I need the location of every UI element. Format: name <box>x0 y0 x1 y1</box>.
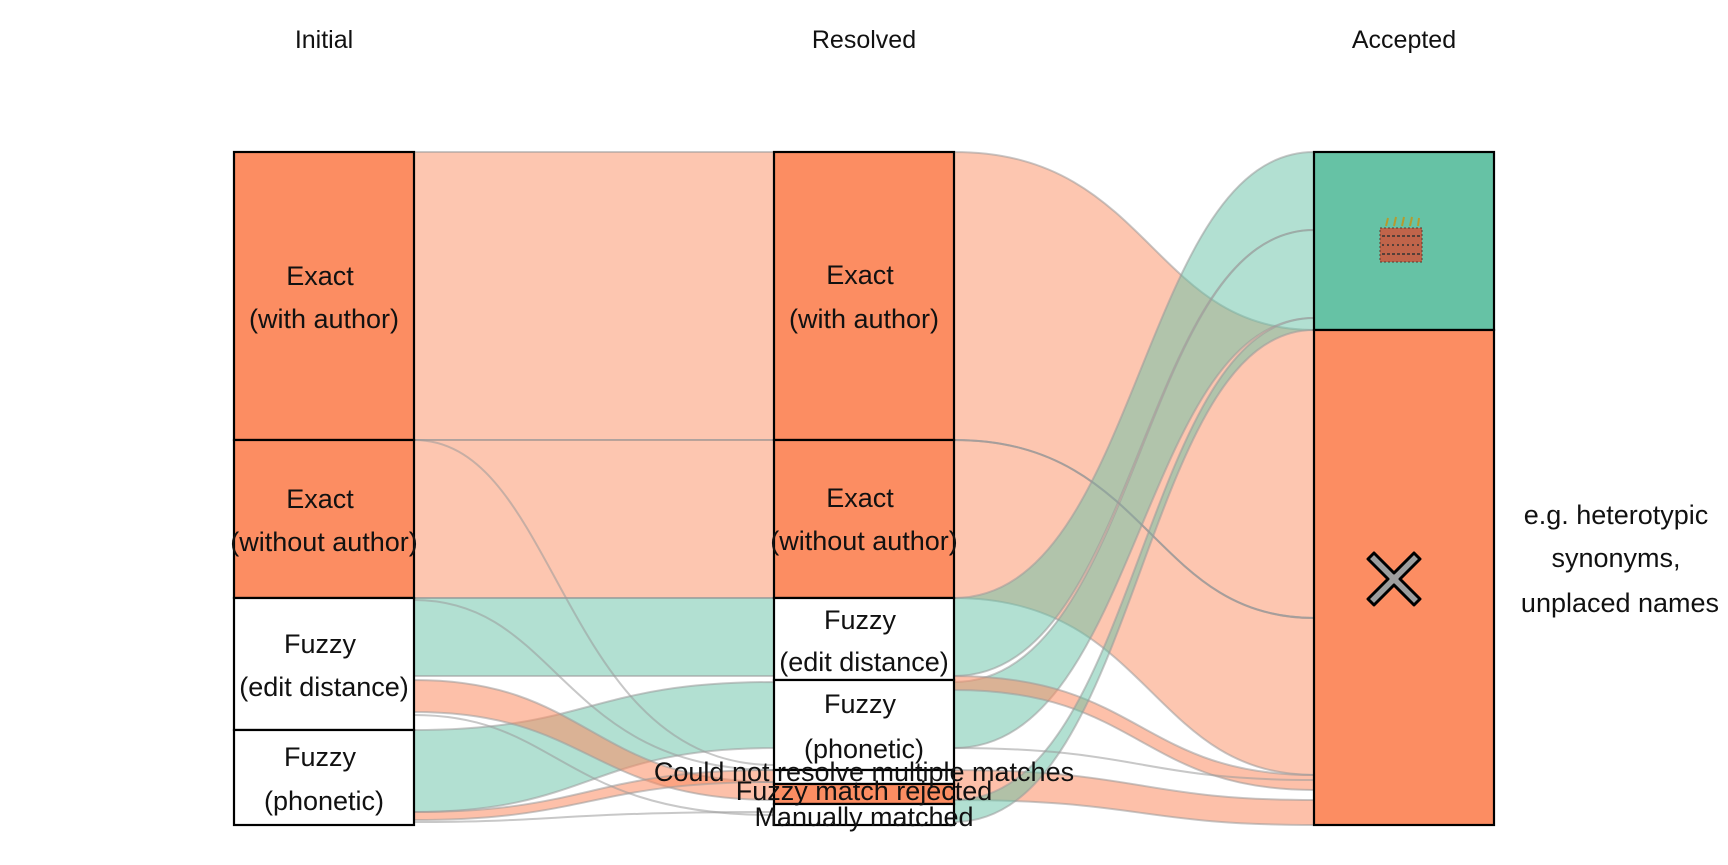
celebration-icon <box>1379 216 1423 263</box>
flow-phonetic-to-manual <box>413 811 775 823</box>
node-label: Exact <box>286 261 354 291</box>
node-accepted-no <box>1312 328 1496 827</box>
node-resolved-manually-matched <box>772 802 956 827</box>
node-initial-fuzzy-edit <box>232 596 416 732</box>
node-label: (without author) <box>230 527 418 557</box>
node-label: Fuzzy <box>824 605 897 635</box>
axis-label-resolved: Resolved <box>812 26 916 54</box>
node-label: Exact <box>826 483 894 513</box>
flow-exact-with-author-to-unresolved <box>413 439 775 766</box>
initial-column: Exact (with author) Exact (without autho… <box>230 150 418 827</box>
node-label: (phonetic) <box>264 786 384 816</box>
node-label: (edit distance) <box>779 647 949 677</box>
node-label: (phonetic) <box>804 734 924 764</box>
flow-exact-with-author-to-resolved <box>413 150 775 442</box>
node-label: Fuzzy <box>284 629 357 659</box>
node-label: (with author) <box>789 304 939 334</box>
node-label: Exact <box>826 260 894 290</box>
node-label: Exact <box>286 484 354 514</box>
flow-phonetic-to-rejected-line <box>953 747 1315 781</box>
node-resolved-exact-without-author <box>772 438 956 600</box>
node-label-fuzzy-rejected: Fuzzy match rejected <box>736 776 993 806</box>
flow-exact-without-author-to-resolved <box>413 438 775 600</box>
node-resolved-fuzzy-phonetic <box>772 678 956 772</box>
node-initial-fuzzy-phonetic <box>232 728 416 827</box>
flow-unresolved-to-rejected <box>953 439 1315 619</box>
node-label-could-not-resolve: Could not resolve multiple matches <box>654 757 1074 787</box>
node-label-manually-matched: Manually matched <box>754 802 973 832</box>
annotation-line: e.g. heterotypic <box>1524 500 1709 530</box>
node-initial-exact-with-author <box>232 150 416 442</box>
flows <box>413 150 1315 827</box>
resolved-column: Exact (with author) Exact (without autho… <box>654 150 1074 832</box>
node-label: (edit distance) <box>239 672 409 702</box>
accepted-column <box>1312 150 1496 827</box>
annotation: e.g. heterotypic synonyms, unplaced name… <box>1521 500 1719 618</box>
node-label: (without author) <box>770 526 958 556</box>
axis-label-accepted: Accepted <box>1352 26 1456 54</box>
annotation-line: synonyms, <box>1551 543 1680 573</box>
annotation-line: unplaced names <box>1521 588 1719 618</box>
flow-fuzzy-to-manual <box>413 714 775 816</box>
flow-exact-without-author-to-unresolved <box>413 599 775 771</box>
axis-label-initial: Initial <box>295 26 353 54</box>
node-label: (with author) <box>249 304 399 334</box>
node-label: Fuzzy <box>824 689 897 719</box>
node-label: Fuzzy <box>284 742 357 772</box>
node-initial-exact-without-author <box>232 438 416 600</box>
cross-icon <box>1366 551 1422 607</box>
node-resolved-exact-with-author <box>772 150 956 442</box>
